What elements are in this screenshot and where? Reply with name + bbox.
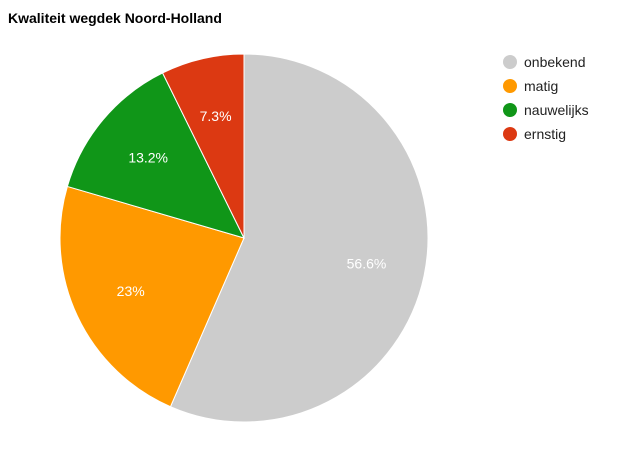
pie-slice-ernstig[interactable] bbox=[161, 53, 245, 239]
legend-label: nauwelijks bbox=[524, 102, 589, 118]
legend-swatch-icon bbox=[503, 127, 517, 141]
chart-title: Kwaliteit wegdek Noord-Holland bbox=[8, 10, 222, 26]
pie-slice-onbekend[interactable] bbox=[169, 53, 429, 423]
pie-slice-matig[interactable] bbox=[59, 185, 245, 408]
slice-label-nauwelijks: 13.2% bbox=[128, 150, 168, 166]
legend: onbekend matig nauwelijks ernstig bbox=[503, 50, 589, 146]
pie-slice-nauwelijks[interactable] bbox=[66, 72, 245, 239]
slice-label-ernstig: 7.3% bbox=[200, 108, 232, 124]
legend-label: matig bbox=[524, 78, 559, 94]
legend-label: onbekend bbox=[524, 54, 586, 70]
legend-swatch-icon bbox=[503, 55, 517, 69]
legend-label: ernstig bbox=[524, 126, 567, 142]
legend-item-ernstig[interactable]: ernstig bbox=[503, 122, 589, 146]
slice-label-onbekend: 56.6% bbox=[347, 256, 387, 272]
legend-item-nauwelijks[interactable]: nauwelijks bbox=[503, 98, 589, 122]
legend-item-onbekend[interactable]: onbekend bbox=[503, 50, 589, 74]
slice-label-matig: 23% bbox=[117, 283, 145, 299]
legend-swatch-icon bbox=[503, 103, 517, 117]
legend-swatch-icon bbox=[503, 79, 517, 93]
legend-item-matig[interactable]: matig bbox=[503, 74, 589, 98]
